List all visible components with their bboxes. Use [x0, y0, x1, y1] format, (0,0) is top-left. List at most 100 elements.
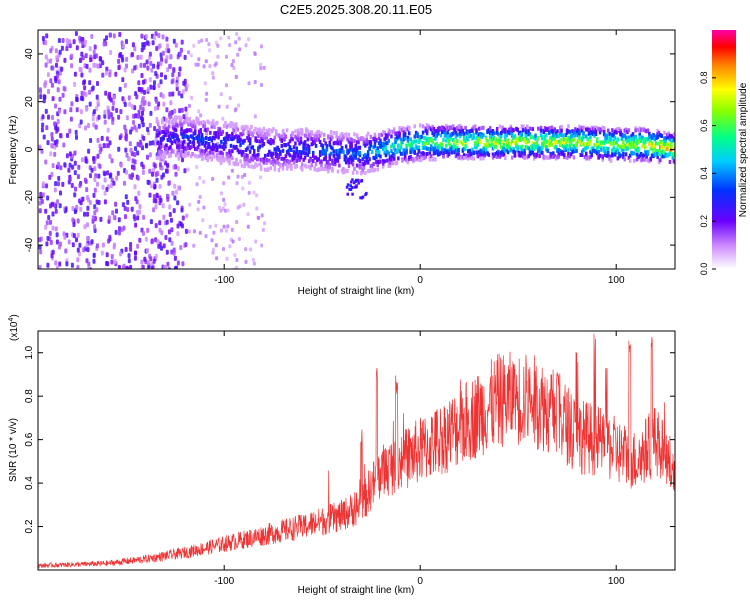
trace-cell [228, 150, 231, 155]
trace-cell [494, 141, 497, 145]
trace-cell [244, 153, 248, 158]
trace-cell [391, 151, 395, 156]
snr-panel: -100 0 100 0.20.40.60.81.0 Height of strai… [8, 314, 676, 596]
trace-cell [633, 140, 636, 145]
trace-cell [609, 137, 613, 142]
trace-cell [457, 127, 460, 132]
trace-cell [414, 139, 418, 144]
trace-cell [158, 125, 161, 130]
noise-cell [92, 192, 96, 198]
trace-cell [233, 161, 237, 166]
trace-cell [269, 141, 272, 146]
noise-cell [123, 206, 127, 211]
trace-cell [442, 154, 445, 159]
noise-cell [129, 129, 132, 135]
trace-cell [287, 160, 290, 165]
trace-cell [454, 134, 458, 139]
trace-cell [644, 145, 647, 150]
noise-cell [75, 45, 79, 51]
trace-cell [187, 122, 190, 127]
noise-cell [108, 91, 111, 97]
trace-cell [346, 183, 350, 187]
trace-cell [312, 140, 315, 145]
y-tick-label: 0 [24, 146, 35, 152]
trace-cell [281, 156, 285, 161]
trace-cell [198, 133, 201, 138]
trace-cell [634, 134, 637, 139]
trace-cell [645, 129, 648, 134]
trace-cell [575, 148, 578, 153]
noise-cell [129, 264, 133, 269]
trace-cell [438, 152, 441, 156]
trace-cell [349, 144, 352, 149]
noise-cell [177, 71, 181, 77]
noise-cell [173, 195, 177, 201]
noise-cell [75, 107, 79, 113]
trace-cell [661, 154, 665, 159]
trace-cell [218, 155, 222, 160]
trace-cell [630, 151, 633, 156]
noise-cell [185, 111, 189, 116]
trace-cell [192, 136, 196, 141]
noise-cell [235, 32, 239, 36]
trace-cell [232, 136, 235, 141]
trace-cell [497, 139, 500, 144]
trace-cell [430, 138, 433, 142]
trace-cell [270, 129, 274, 134]
trace-cell [159, 140, 163, 145]
trace-cell [206, 158, 209, 163]
trace-cell [295, 146, 298, 151]
trace-cell [519, 153, 522, 158]
x-tick-label: -100 [214, 275, 234, 286]
noise-cell [180, 207, 184, 213]
noise-cell [68, 39, 72, 45]
trace-cell [557, 151, 561, 156]
noise-cell [65, 153, 69, 159]
trace-cell [537, 148, 540, 153]
trace-cell [410, 140, 414, 145]
noise-cell [207, 42, 211, 47]
trace-cell [176, 145, 179, 150]
trace-cell [639, 151, 643, 156]
trace-cell [369, 168, 373, 173]
trace-cell [309, 132, 312, 137]
trace-cell [587, 140, 591, 145]
trace-cell [225, 131, 229, 136]
trace-cell [659, 149, 662, 154]
trace-cell [449, 143, 452, 148]
trace-cell [493, 140, 496, 145]
noise-cell [222, 197, 226, 202]
trace-cell [314, 131, 318, 136]
noise-cell [219, 92, 223, 97]
trace-cell [192, 123, 196, 128]
trace-cell [177, 155, 181, 160]
trace-cell [364, 143, 367, 148]
trace-cell [357, 151, 360, 156]
noise-cell [54, 48, 58, 54]
noise-cell [49, 58, 53, 64]
trace-cell [365, 158, 368, 163]
trace-cell [435, 150, 438, 155]
noise-cell [105, 252, 109, 258]
noise-cell [165, 36, 169, 42]
trace-cell [250, 145, 253, 150]
trace-cell [623, 144, 626, 149]
trace-cell [246, 146, 249, 151]
trace-cell [489, 131, 492, 136]
noise-cell [44, 224, 48, 230]
trace-cell [196, 117, 200, 122]
noise-cell [101, 60, 105, 66]
trace-cell [479, 148, 482, 153]
trace-cell [369, 143, 373, 148]
trace-cell [221, 152, 224, 157]
trace-cell [501, 139, 504, 144]
noise-cell [61, 181, 65, 187]
trace-cell [593, 133, 596, 138]
noise-cell [84, 92, 88, 97]
trace-cell [633, 151, 636, 156]
colorbar-tick-label: 0.2 [699, 215, 709, 228]
trace-cell [443, 148, 447, 153]
noise-cell [135, 199, 139, 205]
noise-cell [134, 222, 138, 228]
trace-cell [273, 167, 277, 172]
